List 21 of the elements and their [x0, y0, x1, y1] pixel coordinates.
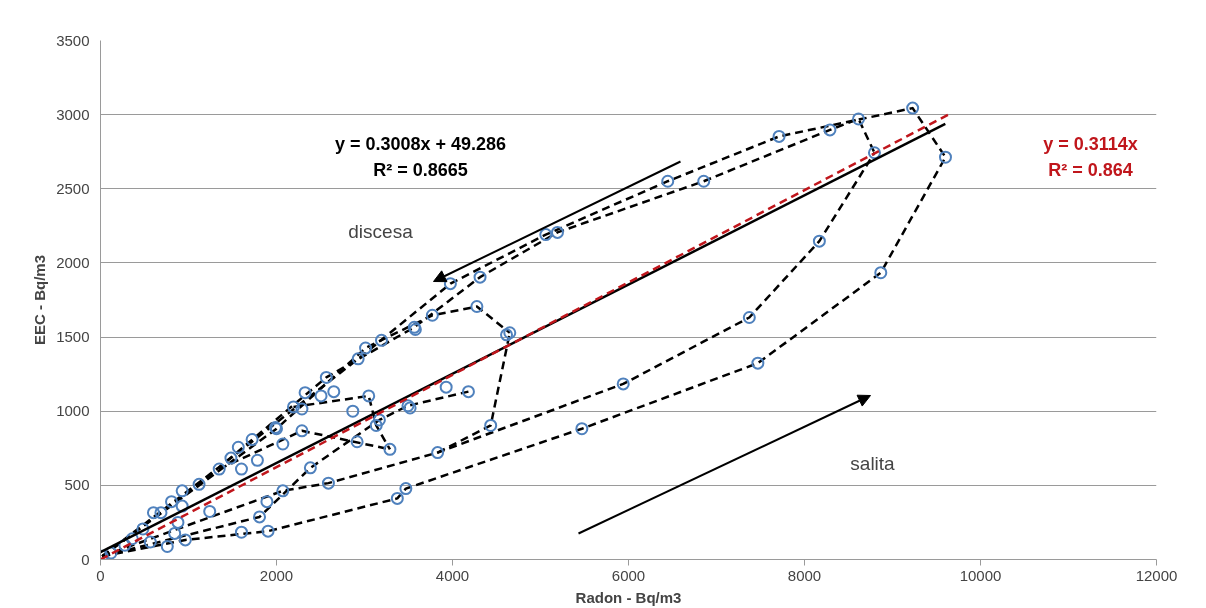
y-tick-label: 1500 — [56, 328, 90, 346]
y-tick-label: 3500 — [56, 31, 90, 49]
x-tick-label: 0 — [96, 566, 105, 584]
annotation: discesa — [348, 221, 414, 242]
x-tick-label: 8000 — [787, 566, 822, 584]
annotation: salita — [850, 453, 896, 474]
y-tick-label: 500 — [64, 476, 90, 494]
x-tick-label: 4000 — [435, 566, 470, 584]
y-axis-title: EEC - Bq/m3 — [31, 254, 49, 346]
x-tick-label: 2000 — [259, 566, 294, 584]
x-tick-label: 6000 — [611, 566, 646, 584]
text: y = 0.3114x R² = 0.864 — [1043, 133, 1138, 180]
x-tick-label: 12000 — [1135, 566, 1178, 584]
y-tick-label: 2000 — [56, 253, 90, 271]
y-tick-label: 0 — [81, 550, 90, 568]
text: y = 0.3008x + 49.286 R² = 0.8665 — [334, 133, 507, 180]
y-tick-label: 1000 — [56, 402, 90, 420]
y-tick-label: 3000 — [56, 105, 90, 123]
x-tick-label: 10000 — [959, 566, 1002, 584]
y-tick-label: 2500 — [56, 179, 90, 197]
x-axis-title: Radon - Bq/m3 — [575, 588, 682, 606]
